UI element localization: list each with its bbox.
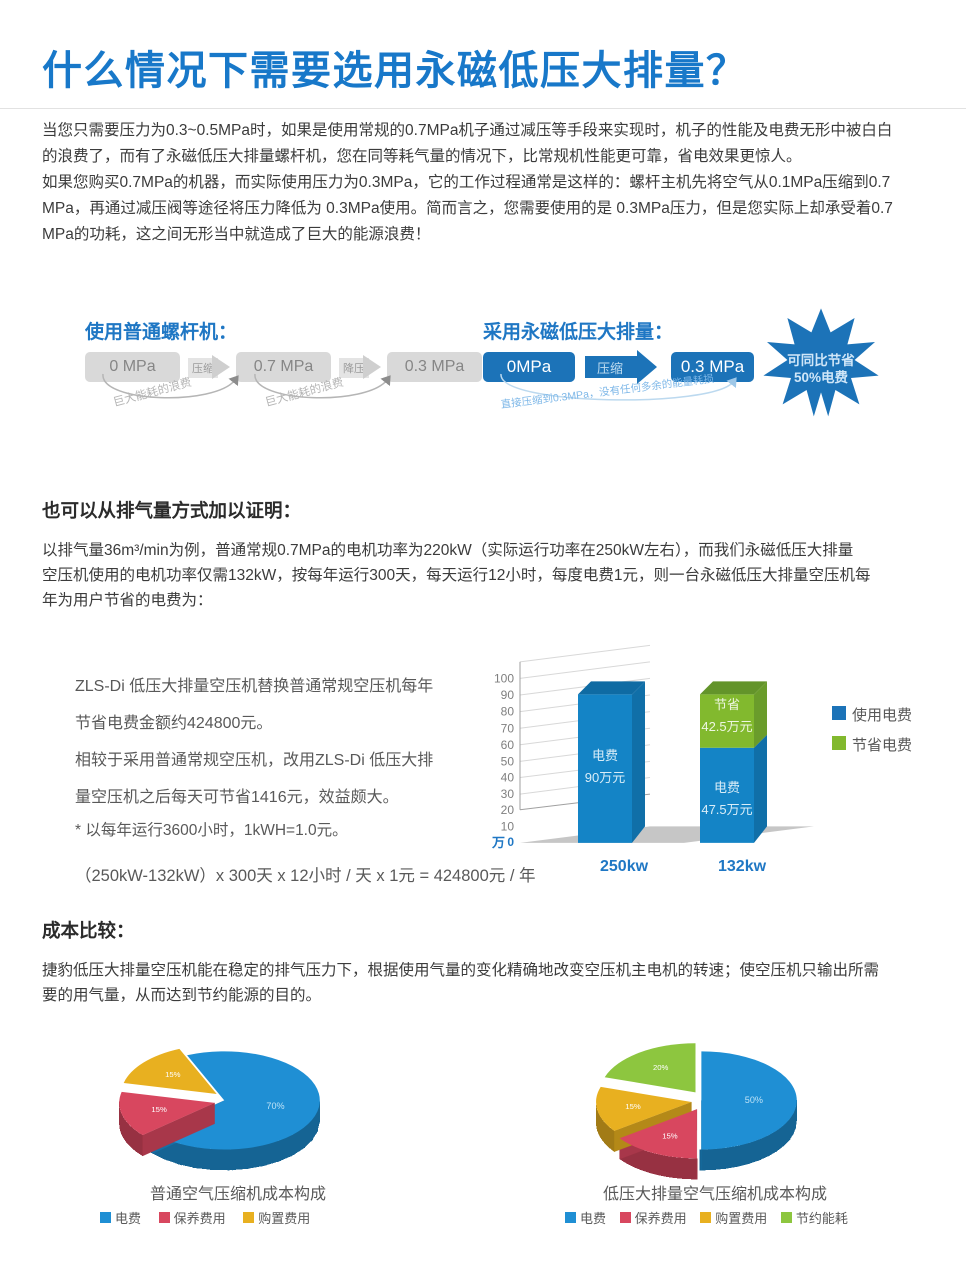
svg-text:电费: 电费 [592,748,618,763]
svg-text:80: 80 [501,705,515,719]
svg-text:70: 70 [501,721,515,735]
svg-text:100: 100 [494,672,514,686]
svg-text:50%: 50% [745,1095,763,1105]
svg-text:50: 50 [501,755,515,769]
svg-text:15%: 15% [662,1132,678,1141]
svg-text:90万元: 90万元 [585,770,625,785]
svg-text:15%: 15% [625,1102,641,1111]
svg-text:60: 60 [501,738,515,752]
svg-text:30: 30 [501,787,515,801]
svg-text:90: 90 [501,688,515,702]
svg-text:20%: 20% [653,1063,669,1072]
svg-text:40: 40 [501,771,515,785]
svg-text:20: 20 [501,803,515,817]
svg-text:47.5万元: 47.5万元 [701,802,752,817]
svg-text:70%: 70% [266,1101,284,1111]
svg-text:电费: 电费 [714,780,740,795]
svg-text:42.5万元: 42.5万元 [701,719,752,734]
svg-text:节省: 节省 [714,697,740,712]
svg-text:15%: 15% [151,1105,167,1114]
svg-text:0: 0 [507,835,514,849]
svg-text:15%: 15% [165,1070,181,1079]
